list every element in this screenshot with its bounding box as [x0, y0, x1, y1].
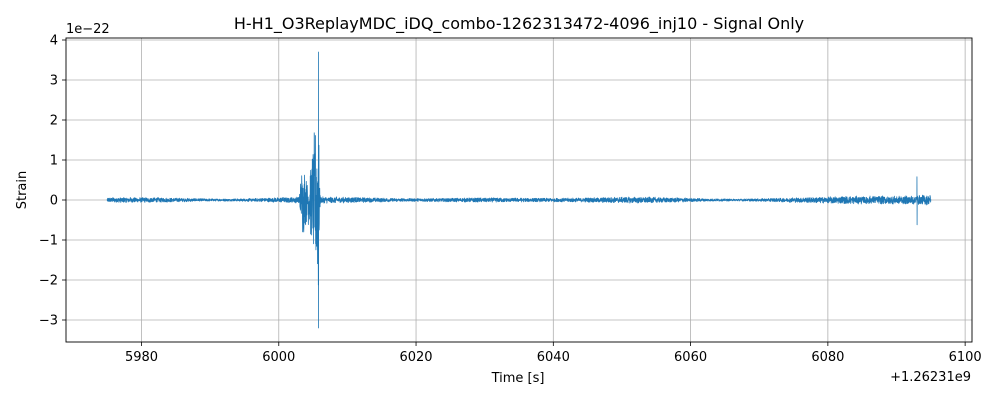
signal-series-line — [106, 51, 932, 329]
y-tick-label: 1 — [50, 154, 58, 169]
y-scale-label: 1e−22 — [66, 22, 110, 37]
y-tick-label: −3 — [39, 314, 58, 329]
x-axis-label: Time [s] — [491, 371, 545, 386]
x-tick-label: 6100 — [949, 350, 982, 365]
axes-frame — [65, 37, 973, 343]
y-tick-label: 2 — [50, 114, 58, 129]
x-tick-label: 6020 — [399, 350, 432, 365]
plot-area — [106, 51, 932, 329]
y-axis-ticks: −3 −2 −1 0 1 2 3 4 — [39, 34, 66, 329]
y-tick-label: −2 — [39, 274, 58, 289]
x-offset-label: +1.26231e9 — [890, 370, 971, 385]
x-tick-label: 5980 — [125, 350, 158, 365]
x-tick-label: 6080 — [811, 350, 844, 365]
x-tick-label: 6060 — [674, 350, 707, 365]
y-axis-label: Strain — [15, 171, 30, 210]
y-tick-label: −1 — [39, 234, 58, 249]
y-tick-label: 0 — [50, 194, 58, 209]
x-tick-label: 6040 — [537, 350, 570, 365]
y-tick-label: 3 — [50, 74, 58, 89]
x-axis-ticks: 5980 6000 6020 6040 6060 6080 6100 — [125, 342, 982, 365]
x-tick-label: 6000 — [262, 350, 295, 365]
chart-title: H-H1_O3ReplayMDC_iDQ_combo-1262313472-40… — [234, 14, 804, 34]
y-tick-label: 4 — [50, 34, 58, 49]
